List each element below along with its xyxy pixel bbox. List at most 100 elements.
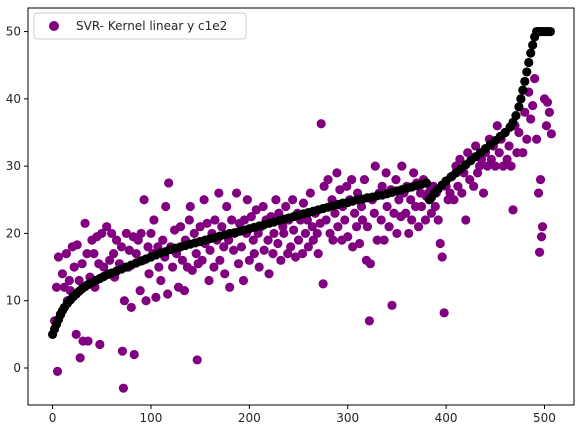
- observed-point-267: [502, 154, 512, 164]
- observed-point-20: [82, 249, 92, 259]
- observed-point-270: [508, 205, 518, 215]
- observed-point-142: [286, 242, 296, 252]
- x-tick-label-3: 300: [336, 411, 359, 425]
- x-axis: 0 100 200 300 400 500: [49, 405, 556, 425]
- observed-point-222: [416, 201, 427, 212]
- observed-point-98: [214, 188, 224, 198]
- observed-point-112: [236, 242, 247, 252]
- observed-point-64: [156, 275, 166, 286]
- observed-point-69: [164, 178, 174, 188]
- observed-point-170: [332, 168, 342, 178]
- observed-point-189: [362, 222, 373, 232]
- observed-point-9: [64, 275, 74, 286]
- observed-point-144: [289, 225, 299, 235]
- observed-point-154: [305, 188, 315, 198]
- observed-point-105: [225, 282, 235, 292]
- observed-point-207: [392, 228, 402, 239]
- observed-point-61: [151, 292, 161, 302]
- observed-point-131: [268, 249, 278, 259]
- observed-point-181: [350, 208, 360, 218]
- observed-point-14: [72, 240, 82, 250]
- observed-point-85: [192, 355, 202, 365]
- observed-point-290: [542, 97, 553, 107]
- observed-point-28: [95, 339, 105, 350]
- predicted-point-109: [520, 76, 530, 86]
- observed-point-206: [391, 174, 401, 185]
- y-tick-label-5: 50: [6, 25, 21, 39]
- observed-point-149: [297, 249, 308, 259]
- y-tick-label-3: 30: [6, 159, 21, 173]
- x-tick-label-2: 200: [238, 411, 261, 425]
- observed-point-109: [231, 188, 242, 198]
- observed-point-48: [129, 349, 139, 360]
- observed-point-242: [453, 181, 463, 191]
- observed-point-29: [97, 228, 107, 239]
- y-tick-label-2: 20: [6, 226, 21, 240]
- observed-point-275: [518, 148, 528, 158]
- observed-point-179: [347, 174, 357, 185]
- predicted-point-110: [522, 67, 532, 77]
- observed-point-30: [99, 262, 109, 272]
- observed-point-291: [544, 107, 555, 117]
- predicted-point-113: [528, 40, 538, 50]
- observed-point-156: [308, 235, 318, 245]
- observed-point-280: [528, 100, 538, 111]
- observed-point-287: [537, 222, 548, 232]
- observed-point-81: [185, 201, 195, 212]
- observed-point-199: [379, 235, 389, 245]
- x-tick-label-5: 500: [533, 411, 556, 425]
- observed-point-172: [335, 185, 345, 195]
- observed-point-200: [381, 168, 391, 178]
- x-tick-label-0: 0: [49, 411, 57, 425]
- observed-point-169: [330, 208, 340, 218]
- observed-point-234: [437, 252, 447, 262]
- observed-point-113: [238, 275, 249, 286]
- observed-point-15: [74, 275, 84, 286]
- observed-point-279: [526, 114, 536, 124]
- observed-point-82: [187, 265, 197, 276]
- observed-points-series: [49, 74, 556, 393]
- observed-point-235: [439, 308, 449, 318]
- y-tick-label-4: 40: [6, 92, 21, 106]
- observed-point-228: [426, 208, 436, 218]
- observed-point-45: [124, 245, 134, 255]
- observed-point-216: [407, 215, 417, 225]
- observed-point-205: [389, 208, 399, 218]
- observed-point-165: [323, 174, 333, 185]
- observed-point-1: [51, 282, 62, 292]
- observed-point-292: [546, 129, 556, 139]
- observed-point-220: [413, 222, 424, 232]
- observed-point-118: [246, 211, 256, 222]
- observed-point-120: [249, 249, 259, 259]
- observed-point-159: [313, 249, 323, 259]
- observed-point-143: [288, 195, 298, 205]
- observed-point-43: [121, 228, 131, 239]
- observed-point-150: [298, 198, 309, 208]
- observed-point-13: [71, 329, 81, 339]
- legend: SVR- Kernel linear y c1e2: [33, 12, 247, 40]
- observed-point-233: [435, 238, 445, 249]
- observed-point-257: [482, 161, 493, 171]
- observed-point-41: [118, 383, 129, 393]
- observed-point-63: [154, 262, 164, 272]
- observed-point-261: [490, 161, 500, 171]
- predicted-point-107: [516, 94, 526, 104]
- observed-point-186: [357, 215, 368, 225]
- observed-point-195: [372, 235, 382, 245]
- predicted-point-84: [421, 178, 432, 188]
- observed-point-284: [534, 247, 545, 257]
- observed-point-75: [175, 222, 186, 232]
- observed-point-164: [321, 215, 331, 225]
- observed-point-273: [514, 127, 524, 138]
- observed-point-194: [370, 161, 380, 171]
- observed-point-265: [498, 161, 508, 171]
- observed-point-89: [199, 195, 209, 205]
- observed-point-190: [364, 316, 374, 326]
- observed-point-176: [342, 181, 352, 191]
- observed-point-16: [75, 353, 85, 363]
- observed-point-162: [318, 279, 328, 289]
- observed-point-187: [359, 174, 370, 185]
- plot-frame: [27, 7, 575, 406]
- observed-point-269: [506, 161, 516, 171]
